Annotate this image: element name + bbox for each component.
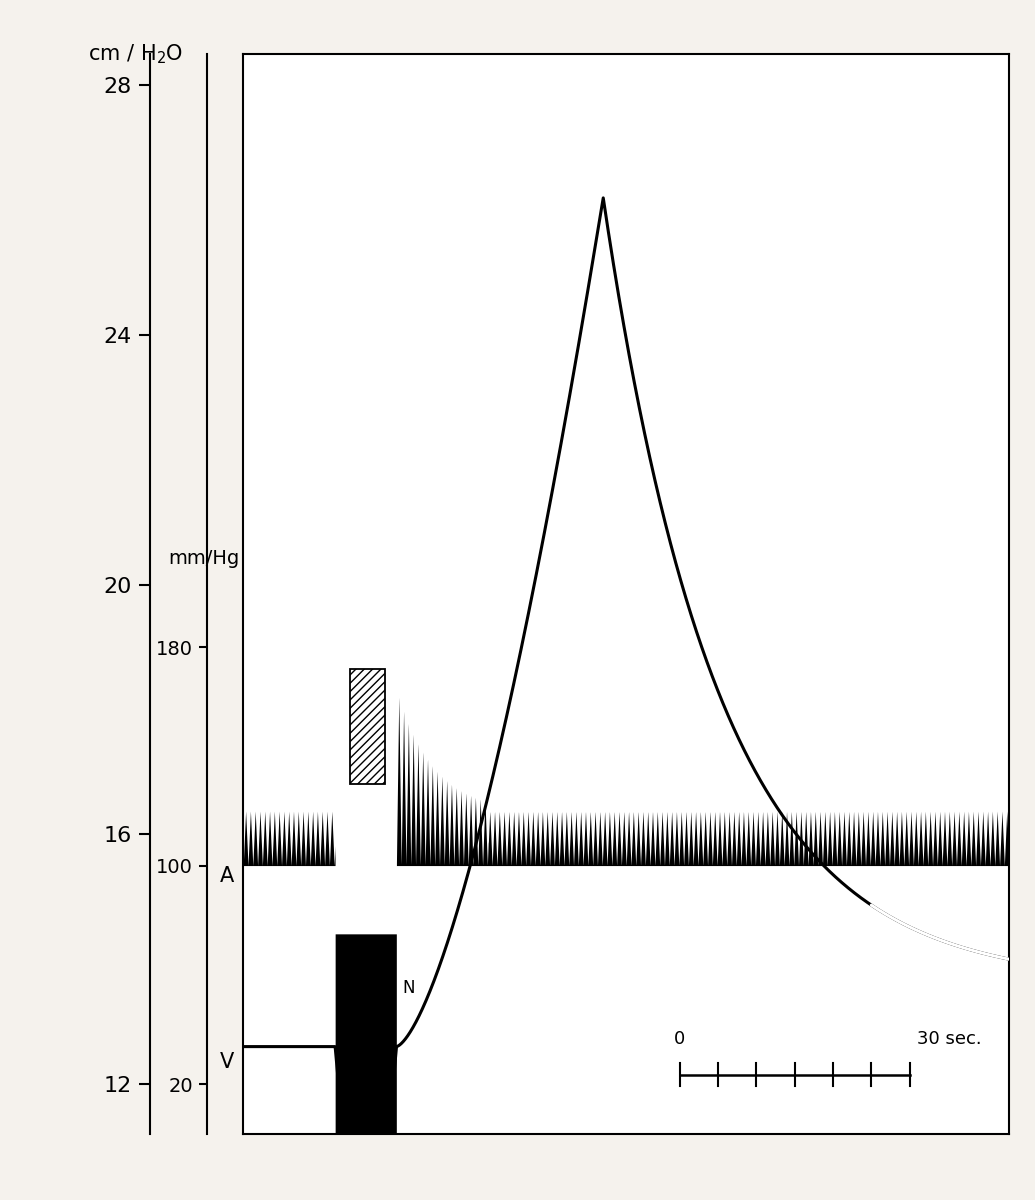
Text: mm/Hg: mm/Hg: [169, 548, 240, 568]
Text: V: V: [219, 1052, 234, 1073]
Text: cm / H$_2$O: cm / H$_2$O: [88, 42, 183, 66]
Text: 30 sec.: 30 sec.: [917, 1031, 982, 1049]
Bar: [351, 668, 385, 784]
Text: N: N: [403, 979, 415, 997]
Text: A: A: [219, 866, 234, 887]
Text: 0: 0: [674, 1031, 685, 1049]
